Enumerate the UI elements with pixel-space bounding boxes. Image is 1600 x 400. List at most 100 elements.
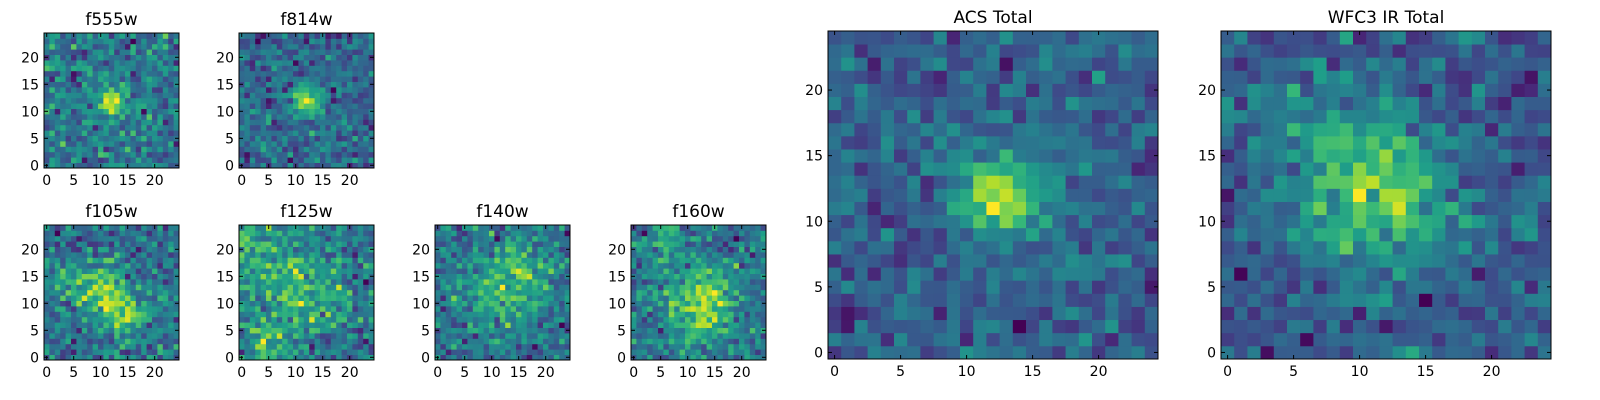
heatmap-cell [260, 225, 267, 231]
heatmap-cell [76, 268, 83, 274]
heatmap-cell [543, 322, 549, 328]
heatmap-cell [146, 43, 153, 50]
heatmap-cell [1234, 345, 1248, 360]
axes-frame [434, 224, 571, 361]
heatmap-cell [368, 76, 375, 82]
heatmap-cell [157, 311, 164, 318]
heatmap-cell [1405, 240, 1420, 255]
heatmap-cell [894, 240, 908, 255]
heatmap-cell [173, 295, 180, 301]
heatmap-cell [287, 151, 294, 158]
heatmap-cell [636, 284, 643, 291]
heatmap-cell [631, 257, 637, 264]
heatmap-cell [368, 268, 375, 274]
heatmap-cell [755, 289, 761, 296]
heatmap-cell [162, 54, 169, 61]
heatmap-cell [462, 327, 468, 334]
heatmap-cell [532, 279, 538, 285]
heatmap-cell [462, 338, 468, 345]
heatmap-cell [537, 333, 544, 339]
heatmap-cell [266, 257, 272, 264]
heatmap-cell [162, 322, 169, 328]
heatmap-cell [532, 241, 538, 247]
heatmap-cell [456, 349, 463, 355]
heatmap-cell [894, 214, 908, 229]
heatmap-cell [880, 227, 895, 242]
heatmap-cell [907, 188, 921, 202]
heatmap-cell [244, 81, 251, 88]
heatmap-cell [173, 311, 180, 318]
heatmap-cell [293, 54, 299, 61]
heatmap-cell [1300, 175, 1314, 189]
heatmap-cell [1339, 319, 1354, 334]
heatmap-cell [141, 268, 147, 274]
heatmap-cell [298, 354, 305, 361]
heatmap-cell [1078, 57, 1093, 71]
heatmap-cell [828, 188, 842, 202]
heatmap-cell [920, 306, 934, 321]
heatmap-cell [266, 151, 272, 158]
heatmap-cell [135, 349, 142, 355]
heatmap-cell [152, 54, 158, 61]
heatmap-cell [314, 87, 321, 93]
heatmap-cell [1471, 201, 1486, 216]
heatmap-cell [44, 49, 50, 55]
heatmap-cell [125, 333, 131, 339]
heatmap-cell [690, 327, 697, 334]
heatmap-cell [352, 157, 359, 163]
heatmap-cell [472, 354, 479, 361]
heatmap-cell [933, 70, 948, 84]
heatmap-cell [119, 235, 126, 242]
heatmap-cell [157, 49, 164, 55]
heatmap-cell [1524, 345, 1539, 360]
heatmap-cell [81, 268, 88, 274]
heatmap-cell [260, 235, 267, 242]
heatmap-cell [162, 354, 169, 361]
heatmap-cell [336, 157, 342, 163]
heatmap-cell [87, 151, 93, 158]
heatmap-cell [157, 151, 164, 158]
heatmap-cell [244, 354, 251, 361]
heatmap-cell [260, 316, 267, 323]
heatmap-cell [282, 311, 288, 318]
heatmap-cell [755, 343, 761, 350]
heatmap-cell [1039, 57, 1053, 71]
heatmap-cell [76, 284, 83, 291]
heatmap-cell [1039, 83, 1053, 97]
heatmap-cell [244, 284, 251, 291]
heatmap-cell [854, 332, 868, 347]
heatmap-cell [336, 141, 342, 147]
heatmap-cell [690, 241, 697, 247]
heatmap-cell [1131, 267, 1146, 281]
heatmap-cell [1012, 306, 1027, 321]
heatmap-cell [679, 230, 686, 237]
heatmap-cell [146, 338, 153, 345]
heatmap-cell [1078, 332, 1093, 347]
heatmap-cell [526, 225, 533, 231]
heatmap-cell [712, 279, 718, 285]
heatmap-cell [320, 230, 326, 237]
heatmap-cell [71, 338, 77, 345]
heatmap-cell [1105, 319, 1119, 334]
heatmap-cell [1287, 345, 1301, 360]
heatmap-cell [54, 284, 61, 291]
heatmap-cell [559, 300, 565, 307]
heatmap-cell [325, 92, 332, 99]
heatmap-cell [445, 230, 452, 237]
heatmap-cell [271, 316, 278, 323]
heatmap-cell [1366, 201, 1380, 216]
heatmap-cell [314, 146, 321, 153]
heatmap-cell [336, 273, 342, 280]
heatmap-cell [960, 267, 974, 281]
heatmap-cell [1432, 345, 1446, 360]
heatmap-cell [309, 289, 315, 296]
heatmap-cell [1118, 162, 1132, 176]
heatmap-cell [1118, 188, 1132, 202]
heatmap-cell [260, 252, 267, 258]
heatmap-cell [489, 327, 495, 334]
heatmap-cell [92, 119, 99, 126]
heatmap-cell [65, 33, 72, 39]
heatmap-cell [168, 354, 174, 361]
heatmap-cell [933, 109, 948, 124]
heatmap-cell [54, 130, 61, 136]
